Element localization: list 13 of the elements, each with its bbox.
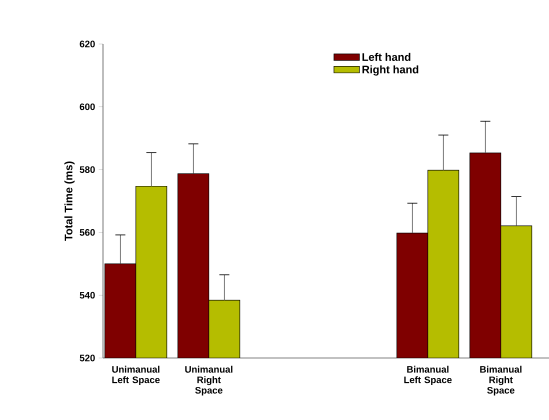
x-tick-label: Bimanual Right Space bbox=[480, 366, 522, 396]
y-tick-label: 580 bbox=[80, 166, 95, 173]
y-tick-label: 620 bbox=[80, 40, 95, 48]
y-axis-title: Total Time (ms) bbox=[64, 162, 75, 241]
x-tick-label: Bimanual Left Space bbox=[404, 366, 452, 386]
legend-label: Right hand bbox=[362, 65, 418, 76]
x-tick-label: Unimanual Right Space bbox=[185, 366, 232, 396]
y-tick-label: 600 bbox=[80, 103, 95, 110]
y-tick-label: 560 bbox=[80, 229, 95, 236]
y-tick-label: 540 bbox=[80, 292, 95, 299]
x-tick-label: Unimanual Left Space bbox=[112, 366, 160, 386]
y-tick-label: 520 bbox=[80, 354, 95, 362]
legend-label: Left hand bbox=[362, 52, 410, 61]
